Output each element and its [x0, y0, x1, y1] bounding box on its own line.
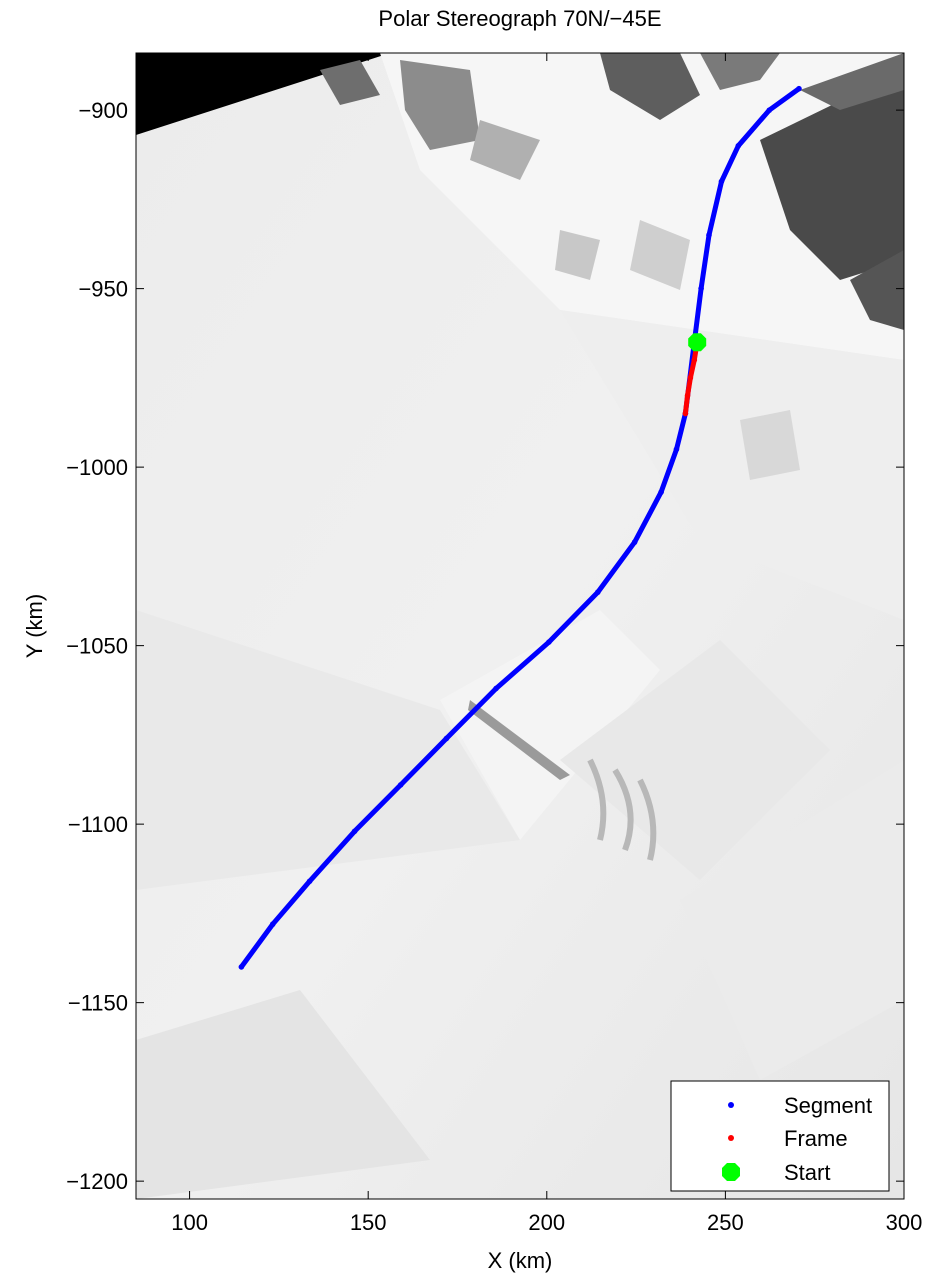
series-segment [238, 85, 802, 970]
legend-frame-label: Frame [784, 1126, 848, 1151]
segment-point [735, 143, 742, 149]
legend-segment-marker [728, 1102, 734, 1108]
x-tick-label: 150 [350, 1210, 387, 1235]
x-tick-label: 300 [886, 1210, 923, 1235]
segment-point [706, 232, 712, 238]
x-tick-label: 100 [171, 1210, 208, 1235]
legend-start-marker [722, 1163, 740, 1181]
legend-box [670, 1080, 890, 1192]
segment-point [270, 921, 276, 927]
chart-title: Polar Stereograph 70N/−45E [378, 6, 661, 31]
y-axis-label: Y (km) [22, 594, 47, 658]
y-tick-label: −1100 [68, 812, 128, 837]
axes-box [135, 52, 905, 1200]
satellite-background [136, 53, 904, 1199]
series-start [688, 333, 707, 352]
x-axis-ticks: 100 150 200 250 300 [171, 53, 922, 1235]
segment-point [493, 685, 499, 692]
segment-point [796, 85, 802, 92]
segment-point [658, 489, 664, 495]
segment-point [595, 589, 601, 595]
y-tick-label: −950 [78, 277, 128, 302]
legend-segment-label: Segment [784, 1093, 872, 1118]
segment-point [238, 964, 245, 970]
y-tick-label: −1200 [66, 1169, 128, 1194]
start-marker [688, 333, 707, 352]
x-axis-label: X (km) [488, 1248, 553, 1273]
y-tick-label: −1050 [66, 634, 128, 659]
frame-point [687, 375, 694, 381]
segment-point [718, 178, 725, 185]
frame-point [684, 392, 691, 399]
y-tick-label: −900 [78, 98, 128, 123]
legend: Segment Frame Start [670, 1080, 890, 1192]
y-tick-label: −1000 [66, 455, 128, 480]
x-tick-label: 250 [707, 1210, 744, 1235]
segment-point [351, 828, 358, 835]
y-tick-label: −1150 [68, 991, 128, 1016]
segment-point [766, 107, 773, 113]
segment-point [698, 285, 704, 292]
segment-point [631, 539, 638, 545]
segment-track-line [238, 86, 802, 970]
y-axis-ticks: −900 −950 −1000 −1050 −1100 −1150 −1200 [66, 98, 904, 1194]
legend-start-label: Start [784, 1160, 830, 1185]
legend-frame-marker [728, 1135, 734, 1141]
frame-point [682, 410, 689, 417]
segment-point [673, 446, 680, 453]
data-series [238, 85, 802, 970]
segment-point [546, 639, 552, 645]
frame-point [691, 357, 698, 363]
segment-point [306, 878, 313, 885]
segment-point [443, 735, 450, 742]
x-tick-label: 200 [528, 1210, 565, 1235]
segment-point [397, 782, 404, 788]
